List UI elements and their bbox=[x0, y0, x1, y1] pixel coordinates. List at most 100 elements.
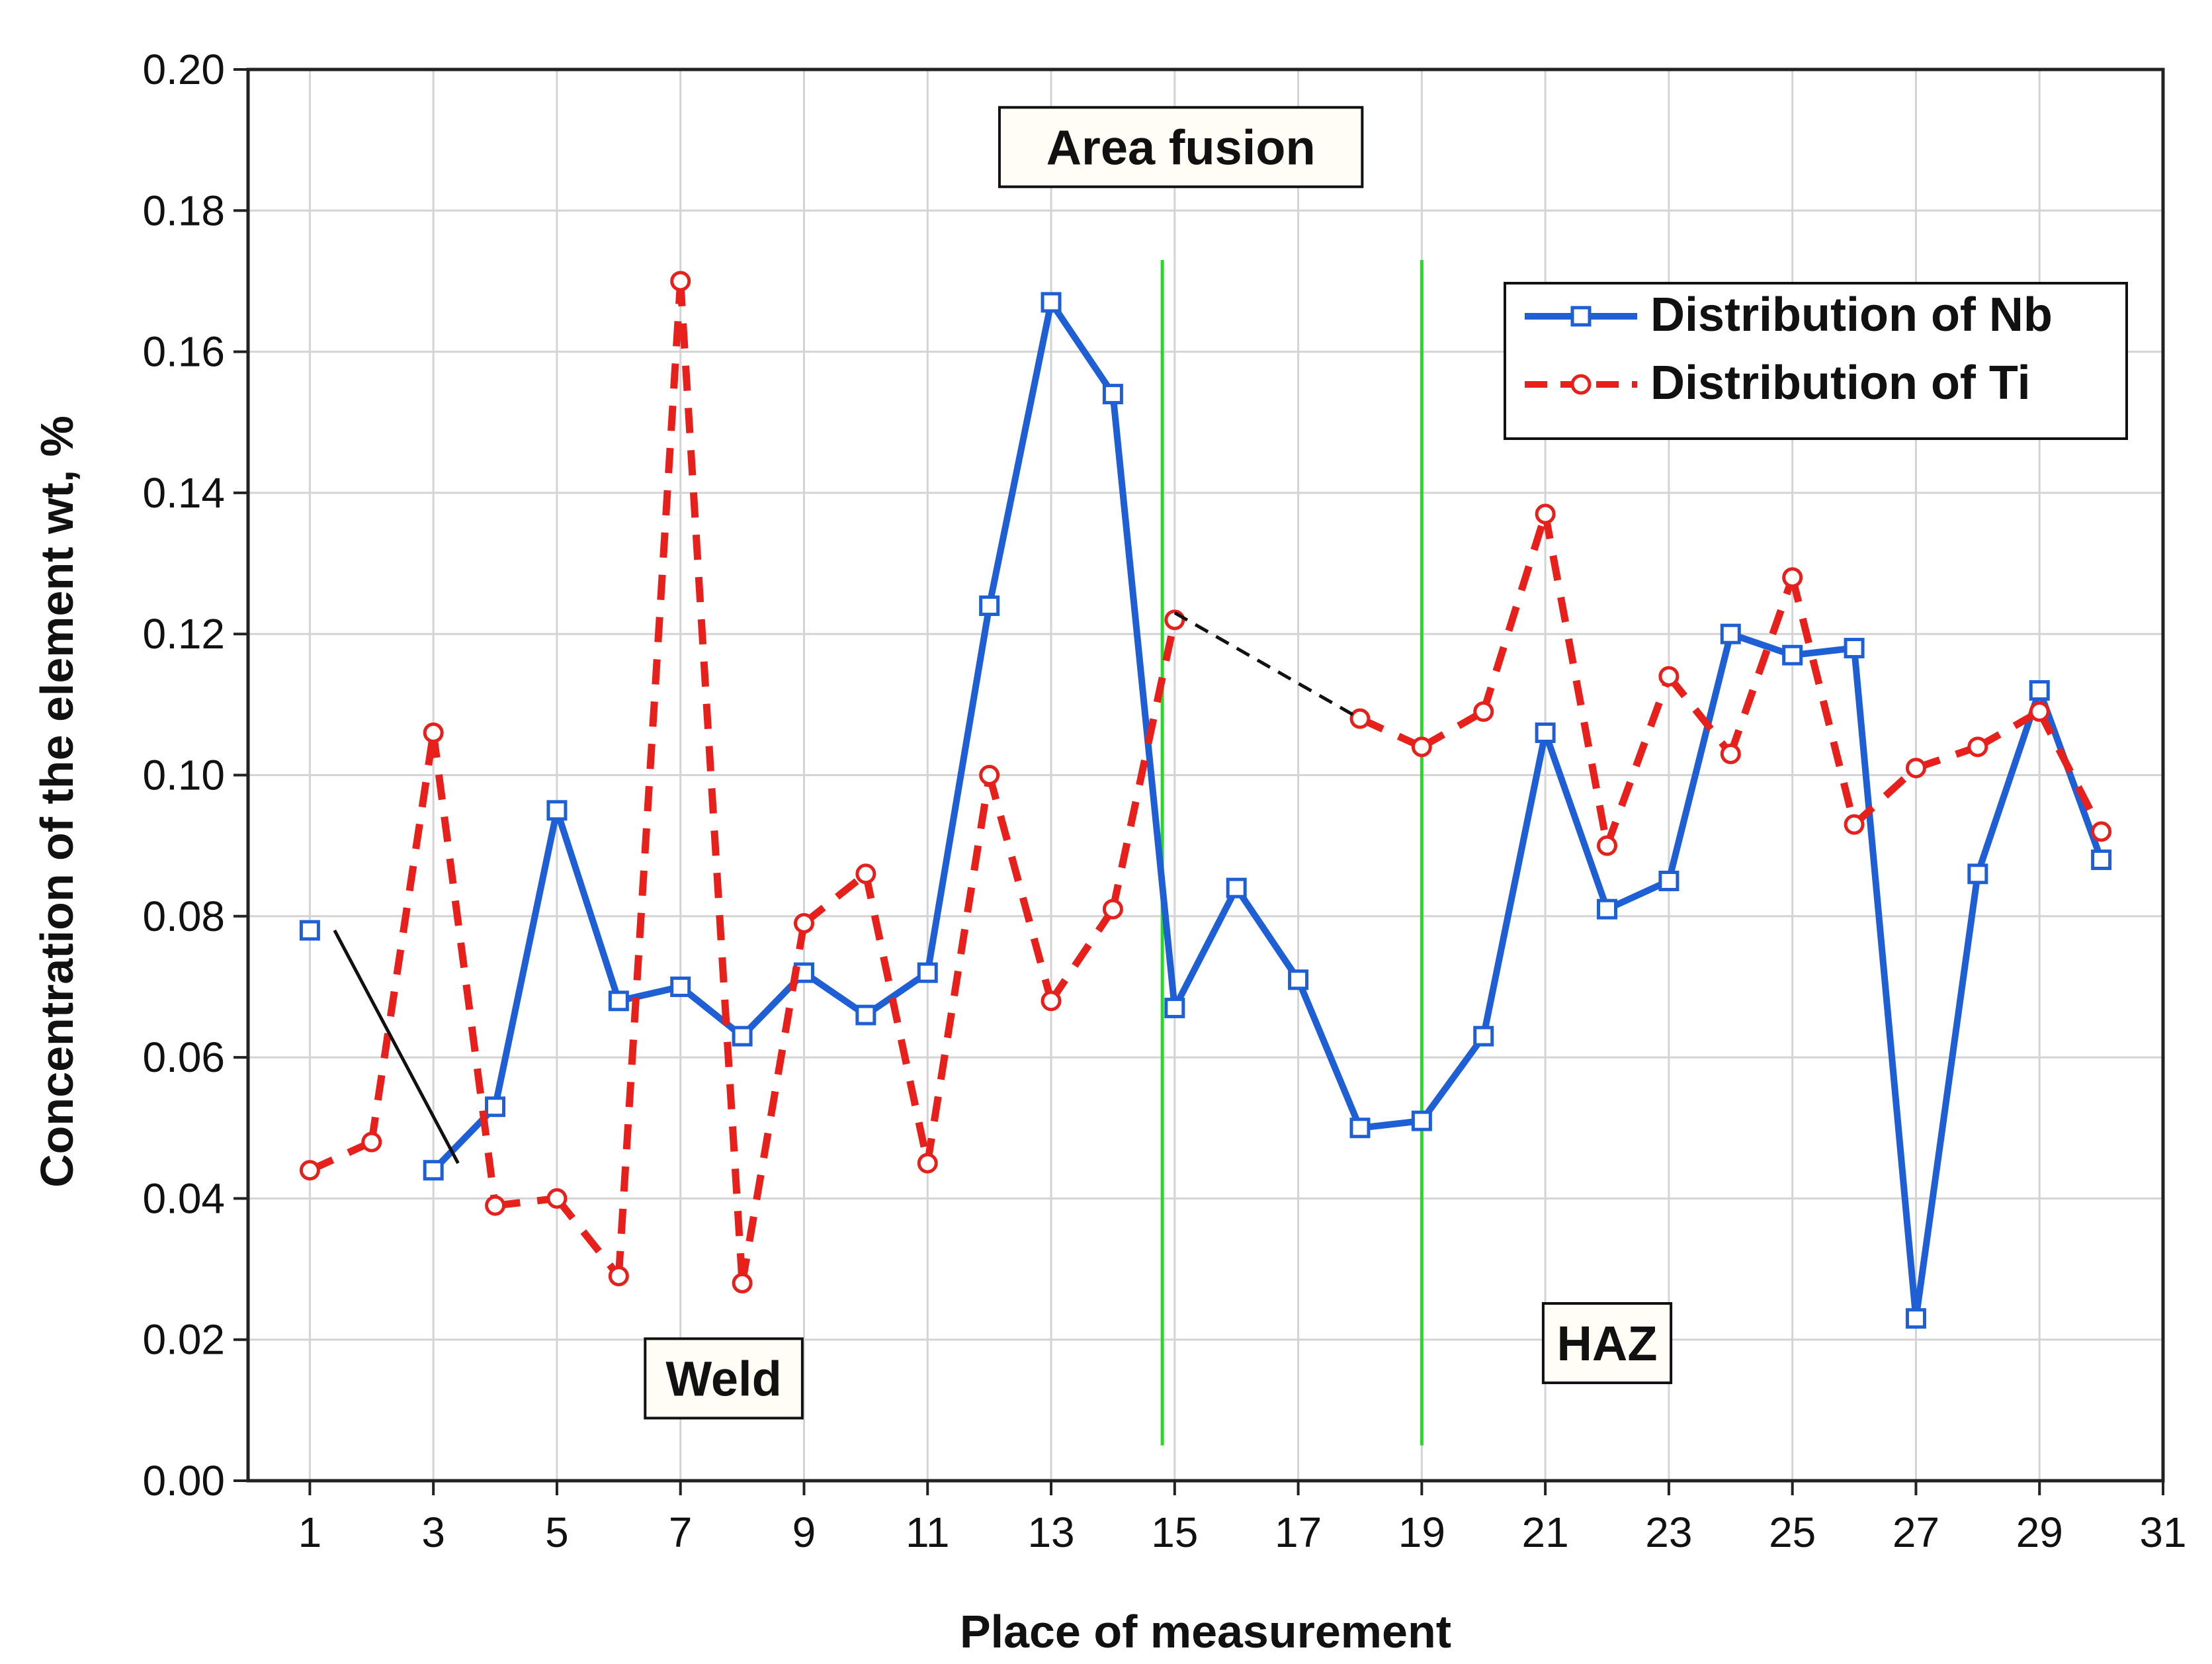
nb-point-marker bbox=[2029, 680, 2050, 701]
series bbox=[299, 271, 2112, 1329]
ti-point-marker bbox=[546, 1188, 568, 1209]
haz-annotation: HAZ bbox=[1541, 1302, 1673, 1385]
ti-point-marker bbox=[1967, 736, 1988, 758]
nb-point-marker bbox=[1905, 1308, 1926, 1329]
series-nb-segment bbox=[1789, 644, 1858, 659]
grid bbox=[248, 69, 2163, 1481]
ti-point-marker bbox=[485, 1195, 506, 1216]
x-tick-label: 27 bbox=[1893, 1509, 1939, 1556]
ti-point-marker bbox=[1411, 736, 1432, 758]
nb-point-marker bbox=[979, 595, 1000, 617]
series-nb-segment bbox=[924, 602, 993, 977]
weld-label: Weld bbox=[665, 1351, 781, 1406]
y-tick-label: 0.06 bbox=[142, 1033, 225, 1081]
y-tick-label: 0.10 bbox=[142, 752, 225, 799]
ti-point-marker bbox=[1102, 898, 1123, 920]
nb-point-marker bbox=[855, 1004, 876, 1026]
ti-point-marker bbox=[608, 1266, 629, 1287]
legend: Distribution of Nb Distribution of Ti bbox=[1504, 282, 2128, 440]
x-tick-label: 25 bbox=[1769, 1509, 1816, 1556]
connector-line bbox=[333, 929, 460, 1164]
weld-box bbox=[644, 1337, 804, 1420]
nb-point-marker bbox=[1411, 1110, 1432, 1131]
x-axis-title: Place of measurement bbox=[960, 1606, 1451, 1657]
series-ti-segment bbox=[802, 871, 869, 926]
series-nb-segment bbox=[1542, 729, 1611, 913]
ti-point-marker bbox=[670, 271, 691, 292]
x-tick-label: 23 bbox=[1645, 1509, 1692, 1556]
series-ti-segment bbox=[429, 732, 499, 1206]
legend-nb-label: Distribution of Nb bbox=[1650, 288, 2053, 341]
x-tick-label: 1 bbox=[298, 1509, 322, 1556]
series-nb-segment bbox=[1048, 298, 1117, 398]
series-ti-segment bbox=[554, 1196, 622, 1279]
series-ti-segment bbox=[986, 774, 1055, 1002]
nb-point-marker bbox=[1844, 638, 1865, 659]
series-ti-segment bbox=[1727, 576, 1796, 756]
ti-point-marker bbox=[917, 1153, 938, 1174]
ti-point-marker bbox=[1782, 567, 1803, 588]
nb-point-marker bbox=[1967, 863, 1988, 885]
ti-point-marker bbox=[1041, 990, 1062, 1012]
nb-point-marker bbox=[1349, 1117, 1371, 1139]
ti-point-marker bbox=[1535, 504, 1556, 525]
nb-point-marker bbox=[608, 990, 629, 1012]
series-ti-segment bbox=[1480, 513, 1549, 713]
y-tick-label: 0.14 bbox=[142, 469, 225, 517]
series-ti-segment bbox=[923, 774, 994, 1164]
nb-point-marker bbox=[423, 1160, 444, 1181]
series-nb-segment bbox=[986, 298, 1055, 609]
connector-lines bbox=[333, 611, 1361, 1164]
area-fusion-label: Area fusion bbox=[1046, 120, 1316, 175]
nb-point-marker bbox=[1164, 997, 1185, 1018]
series-nb-segment bbox=[862, 969, 931, 1019]
nb-point-marker bbox=[1782, 644, 1803, 666]
legend-nb-marker bbox=[1570, 306, 1592, 327]
series-ti-segment bbox=[1976, 708, 2041, 750]
nb-point-marker bbox=[1102, 384, 1123, 405]
y-tick-label: 0.18 bbox=[142, 187, 225, 234]
nb-point-marker bbox=[1288, 969, 1309, 990]
series-ti-segment bbox=[677, 281, 746, 1284]
series-ti-segment bbox=[368, 732, 437, 1143]
nb-point-marker bbox=[299, 920, 320, 941]
nb-point-marker bbox=[1658, 870, 1680, 891]
ti-point-marker bbox=[1473, 701, 1494, 723]
nb-point-marker bbox=[1597, 898, 1618, 920]
nb-point-marker bbox=[1720, 623, 1741, 644]
series-ti-segment bbox=[1358, 715, 1424, 750]
series-nb-segment bbox=[1480, 729, 1549, 1040]
nb-point-marker bbox=[1041, 292, 1062, 313]
series-ti-segment bbox=[738, 922, 808, 1284]
series-nb-segment bbox=[491, 807, 560, 1110]
series-nb-segment bbox=[1603, 877, 1672, 913]
ti-point-marker bbox=[1597, 835, 1618, 856]
x-tick-label: 21 bbox=[1522, 1509, 1569, 1556]
x-tick-label: 5 bbox=[545, 1509, 569, 1556]
nb-point-marker bbox=[917, 962, 938, 983]
series-nb-segment bbox=[615, 983, 684, 1004]
series-nb-segment bbox=[1727, 631, 1796, 659]
y-axis-title: Concentration of the element wt, % bbox=[31, 416, 83, 1188]
connector-line bbox=[1173, 611, 1361, 721]
ti-point-marker bbox=[423, 723, 444, 744]
weld-annotation: Weld bbox=[644, 1337, 804, 1420]
zone-boundaries bbox=[1160, 259, 1424, 1446]
x-tick-label: 29 bbox=[2016, 1509, 2063, 1556]
nb-point-marker bbox=[2091, 849, 2112, 870]
ti-point-marker bbox=[2029, 701, 2050, 723]
series-nb-segment bbox=[1233, 885, 1302, 983]
nb-point-marker bbox=[546, 800, 568, 821]
nb-point-marker bbox=[732, 1026, 753, 1047]
x-tick-label: 15 bbox=[1151, 1509, 1198, 1556]
ti-point-marker bbox=[979, 765, 1000, 785]
series-ti bbox=[299, 271, 2112, 1293]
ti-point-marker bbox=[793, 912, 814, 934]
series-ti-segment bbox=[2036, 709, 2105, 834]
nb-point-marker bbox=[1473, 1026, 1494, 1047]
ti-point-marker bbox=[732, 1272, 753, 1293]
nb-point-marker bbox=[1226, 877, 1247, 898]
series-nb-segment bbox=[1418, 1033, 1487, 1125]
series-nb-segment bbox=[677, 983, 746, 1040]
